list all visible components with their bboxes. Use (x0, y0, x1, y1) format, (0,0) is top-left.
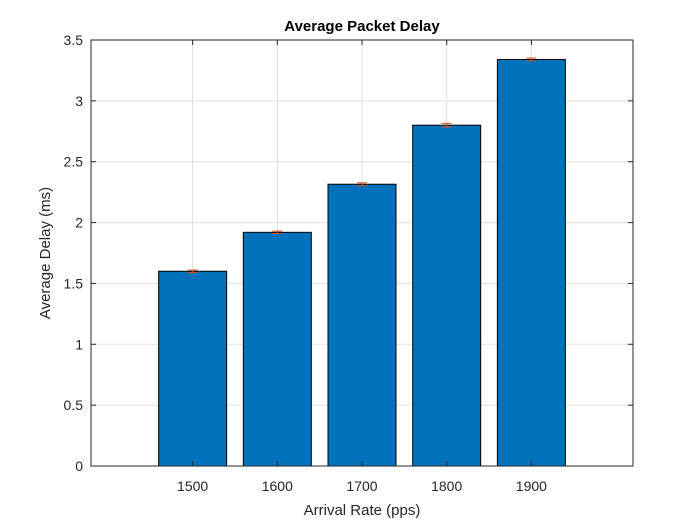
x-axis-label: Arrival Rate (pps) (304, 502, 421, 519)
ticks-layer (91, 39, 633, 467)
x-tick-label: 1800 (431, 478, 462, 494)
y-tick-label: 3.5 (64, 32, 84, 48)
y-tick-label: 2.5 (64, 154, 84, 170)
x-tick-label: 1600 (262, 478, 293, 494)
error-bars-layer (187, 57, 537, 273)
bar-1800 (412, 124, 482, 467)
y-tick-label: 3 (75, 93, 83, 109)
y-tick-label: 1.5 (64, 275, 84, 291)
y-axis-label: Average Delay (ms) (37, 187, 54, 319)
y-tick-label: 0 (75, 458, 83, 474)
bar-1700 (327, 183, 397, 467)
y-tick-label: 0.5 (64, 397, 84, 413)
bar-1900 (496, 58, 566, 467)
y-tick-label: 1 (75, 336, 83, 352)
bar-1500 (158, 270, 228, 467)
bars-layer (158, 58, 566, 467)
x-tick-label: 1700 (346, 478, 377, 494)
y-tick-label: 2 (75, 215, 83, 231)
labels-layer: 0 0.5 1 1.5 2 2.5 3 3.5 1500 1600 1700 1800 1900 Aver… (37, 18, 547, 519)
bar-1600 (242, 231, 312, 467)
x-tick-label: 1500 (177, 478, 208, 494)
x-tick-label: 1900 (516, 478, 547, 494)
chart-title: Average Packet Delay (284, 18, 440, 35)
